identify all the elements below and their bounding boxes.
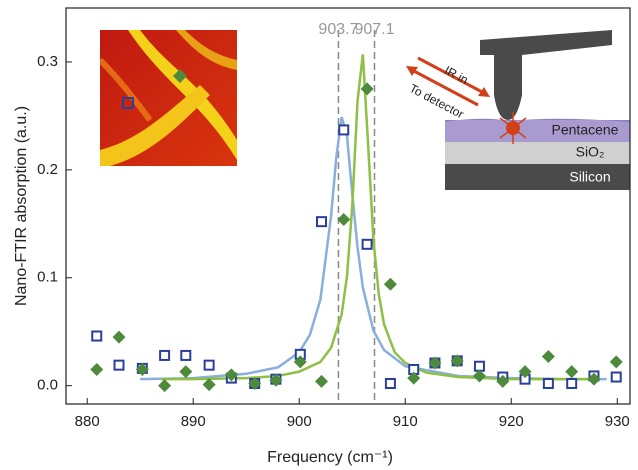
diamond-marker xyxy=(179,365,193,379)
x-tick-label: 890 xyxy=(181,413,206,430)
diamond-marker xyxy=(541,350,555,364)
diamond-marker xyxy=(337,212,351,226)
diamond-marker xyxy=(383,277,397,291)
afm-inset xyxy=(100,30,237,166)
y-tick-label: 0.3 xyxy=(37,53,58,70)
annotation: Pentacene xyxy=(552,122,619,138)
diamond-marker xyxy=(609,355,623,369)
diamond-marker xyxy=(472,369,486,383)
diamond-marker xyxy=(314,374,328,388)
square-marker xyxy=(315,216,327,228)
y-tick-label: 0.1 xyxy=(37,269,58,286)
x-axis-label: Frequency (cm⁻¹) xyxy=(267,449,393,466)
square-marker xyxy=(361,238,373,250)
y-tick-label: 0.0 xyxy=(37,377,58,394)
diamond-marker xyxy=(158,379,172,393)
annotation: Silicon xyxy=(569,169,610,185)
annotation: To detector xyxy=(407,81,466,121)
square-marker xyxy=(473,360,485,372)
square-marker xyxy=(180,349,192,361)
diamond-marker xyxy=(518,365,532,379)
diamond-marker xyxy=(269,373,283,387)
diamond-marker xyxy=(496,374,510,388)
x-tick-label: 910 xyxy=(393,413,418,430)
diamond-marker xyxy=(293,355,307,369)
diamond-marker xyxy=(360,82,374,96)
square-marker xyxy=(542,377,554,389)
square-marker xyxy=(566,377,578,389)
plot-frame xyxy=(65,7,631,405)
square-marker xyxy=(338,124,350,136)
x-tick-label: 920 xyxy=(499,413,524,430)
diamond-marker xyxy=(407,371,421,385)
square-marker xyxy=(113,359,125,371)
diamond-marker xyxy=(587,372,601,386)
x-tick-label: 900 xyxy=(287,413,312,430)
y-axis-label: Nano-FTIR absorption (a.u.) xyxy=(13,106,30,306)
diamond-marker xyxy=(224,368,238,382)
square-marker xyxy=(159,349,171,361)
schematic xyxy=(406,30,630,190)
square-marker xyxy=(91,330,103,342)
annotation: SiO₂ xyxy=(576,144,605,160)
diamond-marker xyxy=(90,362,104,376)
diamond-marker xyxy=(135,362,149,376)
diamond-marker xyxy=(428,356,442,370)
y-tick-label: 0.2 xyxy=(37,161,58,178)
diamond-marker xyxy=(202,378,216,392)
x-tick-label: 880 xyxy=(75,413,100,430)
diamond-marker xyxy=(565,365,579,379)
square-marker xyxy=(610,371,622,383)
diamond-marker xyxy=(112,330,126,344)
square-marker xyxy=(203,359,215,371)
reference-label: 903.7 xyxy=(318,21,358,38)
reference-label: 907.1 xyxy=(354,21,394,38)
x-tick-label: 930 xyxy=(605,413,630,430)
diamond-marker xyxy=(450,354,464,368)
diamond-marker xyxy=(248,376,262,390)
square-marker xyxy=(384,377,396,389)
